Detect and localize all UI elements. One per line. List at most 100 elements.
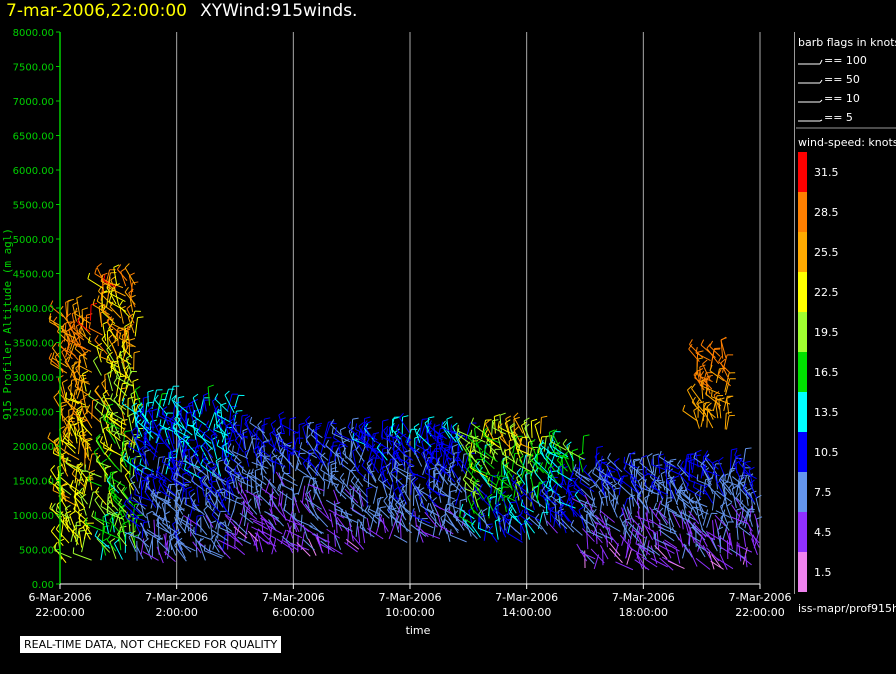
wind-barb-flag: [201, 432, 206, 438]
wind-barb-flag: [340, 426, 347, 431]
wind-barb-flag: [395, 424, 400, 430]
wind-barb: [141, 449, 150, 466]
wind-barb-flag: [728, 483, 733, 489]
wind-barb-flag: [547, 503, 550, 510]
wind-barb: [110, 279, 117, 295]
wind-barb-flag: [309, 452, 316, 455]
wind-barb: [440, 526, 454, 535]
wind-barb-flag: [52, 447, 55, 454]
wind-barb: [398, 502, 412, 518]
wind-barb: [148, 409, 157, 428]
wind-barb-flag: [313, 446, 319, 452]
x-axis-label: time: [406, 624, 431, 637]
wind-barb-flag: [174, 540, 179, 546]
wind-barb: [224, 394, 235, 413]
wind-barb: [127, 461, 145, 474]
wind-barb-flag: [211, 469, 214, 476]
wind-barb-flag: [649, 471, 654, 478]
wind-barb: [444, 509, 459, 519]
wind-barb-flag: [402, 415, 409, 418]
wind-barb-flag: [470, 462, 473, 469]
wind-barb-flag: [509, 508, 513, 515]
wind-barb: [94, 273, 112, 285]
wind-barb: [607, 457, 623, 473]
wind-barb-flag: [756, 516, 763, 520]
wind-barb-flag: [279, 417, 286, 421]
wind-barb-flag: [335, 483, 340, 490]
wind-barb-flag: [55, 523, 60, 530]
wind-barb: [514, 498, 521, 514]
wind-barb-flag: [76, 322, 82, 327]
wind-barb-flag: [220, 497, 225, 504]
wind-barb: [397, 448, 414, 461]
wind-barb-flag: [673, 475, 680, 479]
wind-barb-flag: [123, 498, 128, 505]
wind-barb: [103, 419, 120, 430]
wind-barb-flag: [447, 474, 452, 480]
wind-barb: [339, 477, 350, 491]
wind-barb-flag: [48, 475, 52, 482]
wind-barb-flag: [440, 440, 444, 447]
wind-barb-flag: [519, 509, 524, 516]
wind-barb: [293, 496, 300, 514]
wind-barb: [542, 495, 552, 512]
wind-barb-flag: [415, 438, 418, 445]
wind-barb: [539, 417, 542, 434]
wind-barb-flag: [546, 435, 553, 437]
wind-barb-flag: [171, 394, 177, 400]
wind-barb-flag: [99, 436, 103, 443]
wind-barb: [473, 491, 479, 508]
wind-barb: [325, 444, 339, 458]
wind-barb: [316, 507, 332, 522]
wind-barb: [302, 426, 309, 446]
wind-barb: [101, 383, 110, 397]
wind-barb-flag: [50, 465, 56, 471]
wind-barb-flag: [494, 414, 501, 417]
wind-barb: [257, 533, 264, 553]
wind-barb: [415, 444, 433, 455]
wind-barb-flag: [54, 544, 57, 551]
color-scale-label: 28.5: [814, 206, 839, 219]
wind-barb: [470, 435, 486, 443]
wind-barb: [78, 529, 83, 548]
wind-barb: [328, 545, 343, 555]
wind-barb: [241, 433, 245, 449]
wind-barb-flag: [249, 416, 253, 423]
wind-barb-flag: [502, 448, 506, 455]
wind-barb: [730, 516, 749, 525]
wind-barb: [436, 511, 443, 531]
wind-barb-flag: [570, 494, 577, 499]
wind-barb-flag: [749, 479, 755, 485]
wind-barb: [156, 546, 164, 564]
wind-barb: [641, 556, 658, 568]
wind-barb: [245, 509, 258, 520]
wind-barb: [688, 510, 700, 525]
wind-barb-flag: [106, 317, 111, 324]
wind-barb: [410, 524, 427, 537]
wind-barb: [424, 511, 438, 528]
wind-barb: [162, 388, 169, 407]
wind-barb-flag: [399, 412, 404, 419]
wind-barb-flag: [308, 448, 315, 452]
wind-barb: [694, 507, 709, 515]
wind-barb: [338, 506, 353, 523]
wind-barb: [686, 520, 693, 535]
wind-barb-flag: [645, 466, 648, 473]
wind-barb-flag: [567, 444, 570, 451]
wind-barb: [124, 475, 135, 491]
wind-barb-flag: [224, 464, 228, 471]
wind-barb-flag: [78, 508, 85, 512]
wind-barb: [221, 427, 227, 443]
wind-barb-flag: [541, 485, 546, 492]
wind-barb-flag: [222, 442, 229, 447]
wind-barb-flag: [520, 499, 524, 506]
wind-barb-flag: [302, 423, 309, 428]
wind-barb: [660, 503, 678, 514]
wind-barb: [372, 452, 378, 471]
wind-barb: [224, 469, 241, 480]
wind-barb: [193, 532, 211, 540]
wind-barb: [455, 458, 468, 476]
wind-barb: [184, 468, 202, 479]
wind-barb: [202, 444, 214, 459]
wind-barb: [519, 497, 530, 516]
